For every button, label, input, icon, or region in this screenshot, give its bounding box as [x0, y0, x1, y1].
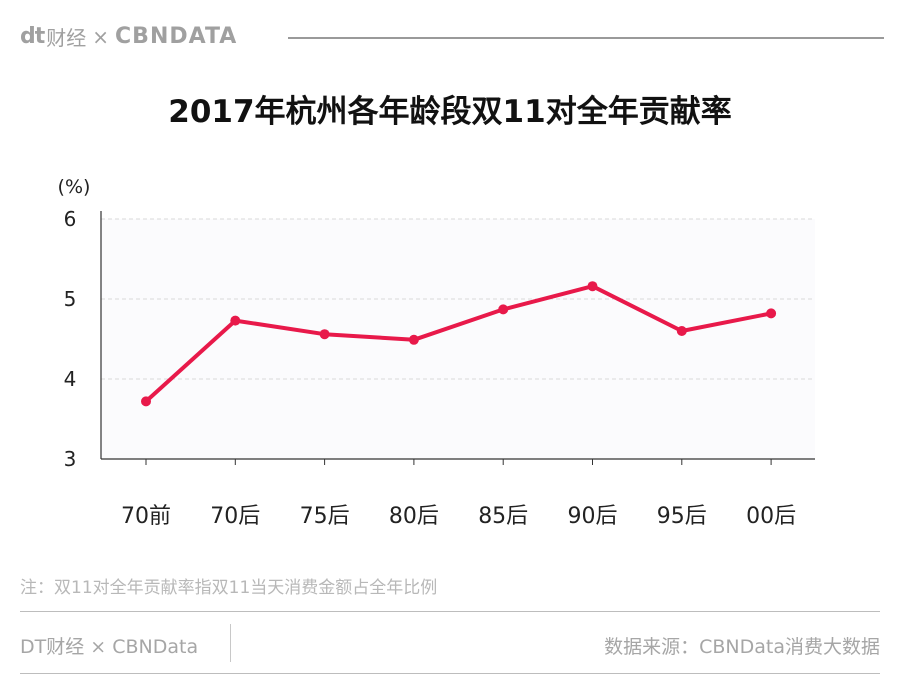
header-divider	[288, 37, 884, 39]
data-point	[587, 281, 598, 292]
y-tick-label: 6	[64, 207, 77, 231]
brand-times: ×	[92, 24, 110, 49]
series-line	[144, 284, 774, 404]
x-tick-label: 00后	[746, 504, 796, 529]
y-axis-label: (%)	[58, 176, 91, 198]
footer-source: 数据来源：CBNData消费大数据	[604, 636, 880, 658]
plot-area	[101, 219, 815, 459]
brand-logo: dt 财经 × CBNDATA	[20, 22, 237, 51]
footer-divider	[230, 624, 231, 662]
footer-brand: DT财经 × CBNData	[20, 636, 199, 658]
x-tick-label: 95后	[657, 504, 707, 529]
y-tick-label: 4	[64, 367, 77, 391]
x-tick-label: 90后	[568, 504, 618, 529]
x-tick-label: 70后	[210, 504, 260, 529]
x-tick-label: 80后	[389, 504, 439, 529]
data-point	[141, 396, 151, 407]
footer-rule-bottom	[20, 673, 880, 674]
chart-title: 2017年杭州各年龄段双11对全年贡献率	[168, 94, 732, 130]
x-tick-label: 75后	[300, 504, 350, 529]
x-tick-label: 70前	[121, 504, 171, 529]
data-point	[766, 308, 777, 319]
data-point	[498, 304, 509, 315]
header: dt 财经 × CBNDATA	[0, 0, 900, 70]
y-tick-label: 5	[64, 287, 77, 311]
line-chart: 3 4 5 6 (%) 70前 70后 75后 80后 85后 90后 95后 00后	[58, 176, 815, 529]
data-point	[319, 329, 330, 340]
brand-cbndata: CBNDATA	[115, 24, 238, 49]
brand-dt: dt	[20, 24, 45, 49]
x-tick-label: 85后	[478, 504, 528, 529]
chart-note: 注：双11对全年贡献率指双11当天消费金额占全年比例	[20, 578, 438, 598]
footer-rule-top	[20, 611, 880, 612]
data-point	[408, 334, 419, 345]
y-tick-label: 3	[64, 447, 77, 471]
data-point	[676, 326, 687, 336]
brand-caijing: 财经	[46, 26, 87, 50]
data-point	[230, 315, 241, 326]
